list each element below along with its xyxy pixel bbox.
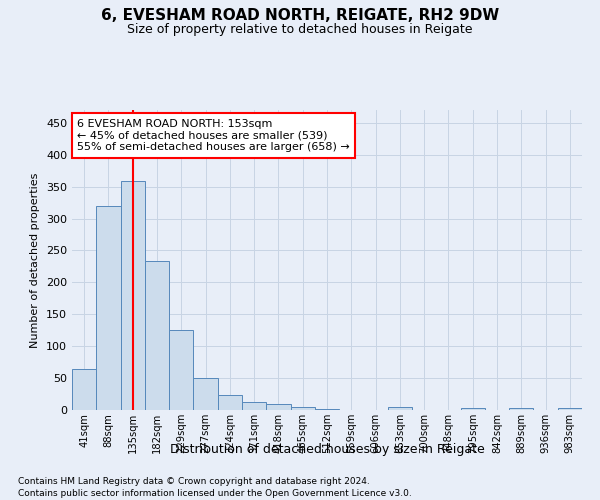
Text: Size of property relative to detached houses in Reigate: Size of property relative to detached ho… [127,22,473,36]
Text: Contains HM Land Registry data © Crown copyright and database right 2024.: Contains HM Land Registry data © Crown c… [18,478,370,486]
Bar [72,368,96,410]
Bar [509,408,533,410]
Text: 6, EVESHAM ROAD NORTH, REIGATE, RH2 9DW: 6, EVESHAM ROAD NORTH, REIGATE, RH2 9DW [101,8,499,22]
Bar [290,407,315,410]
Bar [266,404,290,410]
Bar [558,408,582,410]
Y-axis label: Number of detached properties: Number of detached properties [31,172,40,348]
Bar [121,182,145,410]
Bar [169,330,193,410]
Bar [388,408,412,410]
Bar [242,402,266,410]
Bar [145,262,169,410]
Bar [218,396,242,410]
Bar [461,408,485,410]
Bar [193,378,218,410]
Text: Distribution of detached houses by size in Reigate: Distribution of detached houses by size … [170,442,484,456]
Text: 6 EVESHAM ROAD NORTH: 153sqm
← 45% of detached houses are smaller (539)
55% of s: 6 EVESHAM ROAD NORTH: 153sqm ← 45% of de… [77,119,350,152]
Bar [315,408,339,410]
Text: Contains public sector information licensed under the Open Government Licence v3: Contains public sector information licen… [18,489,412,498]
Bar [96,206,121,410]
